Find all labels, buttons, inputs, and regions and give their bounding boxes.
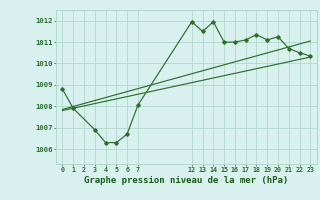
X-axis label: Graphe pression niveau de la mer (hPa): Graphe pression niveau de la mer (hPa) [84,176,289,185]
